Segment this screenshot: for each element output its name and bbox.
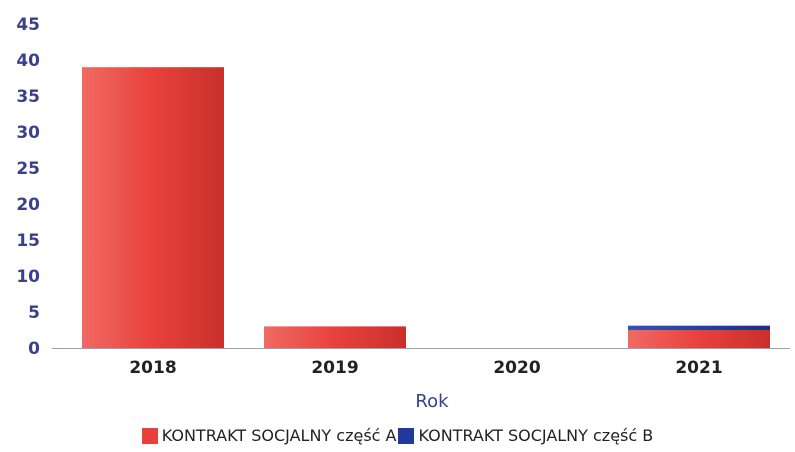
y-tick-label: 20 [16, 195, 40, 215]
x-axis-ticks: 2018 2019 2020 2021 [129, 358, 722, 378]
y-tick-label: 10 [16, 267, 40, 287]
y-tick-label: 0 [28, 339, 40, 359]
y-tick-label: 25 [16, 159, 40, 179]
y-axis-ticks: 0 5 10 15 20 25 30 35 40 45 [16, 15, 40, 359]
y-tick-label: 15 [16, 231, 40, 251]
x-tick-label: 2021 [675, 358, 722, 378]
y-tick-label: 5 [28, 303, 40, 323]
legend-swatch [141, 427, 158, 444]
bar-2021-series-2 [628, 325, 770, 330]
y-tick-label: 45 [16, 15, 40, 35]
legend-label: KONTRAKT SOCJALNY część B [418, 426, 654, 445]
y-tick-label: 35 [16, 87, 40, 107]
bar-chart: 0 5 10 15 20 25 30 35 40 45 2018 2019 2020 2021 Rok [16, 15, 790, 412]
legend: KONTRAKT SOCJALNY część A KONTRAKT SOCJAL… [0, 426, 795, 448]
x-tick-label: 2019 [311, 358, 358, 378]
legend-item: KONTRAKT SOCJALNY część B [398, 426, 653, 445]
legend-item: KONTRAKT SOCJALNY część A [141, 426, 397, 445]
y-tick-label: 30 [16, 123, 40, 143]
x-tick-label: 2018 [129, 358, 176, 378]
x-tick-label: 2020 [493, 358, 540, 378]
bars [82, 67, 770, 348]
bar-2018-series-1 [82, 67, 224, 348]
x-axis-label: Rok [415, 391, 449, 412]
bar-2019-series-1 [264, 326, 406, 348]
legend-swatch [398, 427, 415, 444]
y-tick-label: 40 [16, 51, 40, 71]
legend-label: KONTRAKT SOCJALNY część A [161, 426, 397, 445]
bar-2021-series-1 [628, 330, 770, 348]
